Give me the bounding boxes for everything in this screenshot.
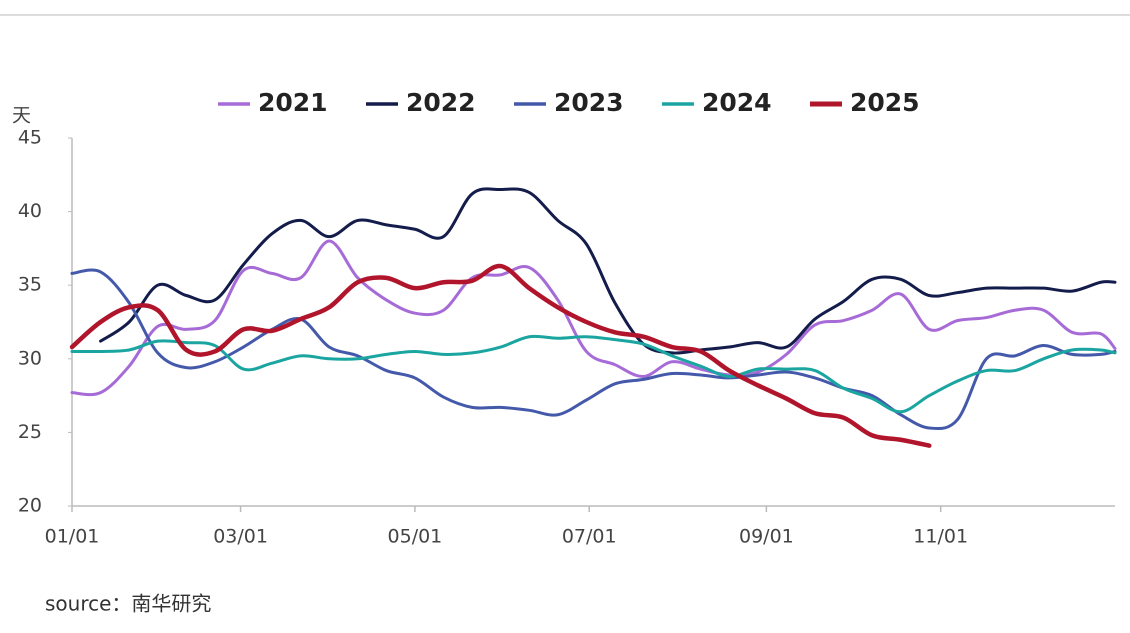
- legend-label: 2023: [554, 88, 624, 117]
- x-tick-label: 09/01: [739, 526, 794, 548]
- series-line: [70, 239, 1117, 397]
- x-tick-label: 01/01: [45, 526, 100, 548]
- source: source：南华研究: [45, 592, 211, 616]
- x-tick-label: 05/01: [388, 526, 443, 548]
- y-tick-label: 30: [18, 347, 42, 369]
- y-tick-label: 35: [18, 274, 42, 296]
- y-tick-label: 40: [18, 200, 42, 222]
- legend-label: 2021: [258, 88, 328, 117]
- x-tick-label: 03/01: [213, 526, 268, 548]
- series-line: [99, 187, 1117, 355]
- series-line: [70, 268, 1117, 431]
- legend-label: 2025: [850, 88, 920, 117]
- y-tick-label: 25: [18, 421, 42, 443]
- legend-label: 2022: [406, 88, 476, 117]
- series-line: [69, 263, 932, 448]
- x-tick-label: 07/01: [562, 526, 617, 548]
- y-axis-label: 天: [12, 105, 31, 127]
- legend-label: 2024: [702, 88, 772, 117]
- y-tick-label: 20: [18, 495, 42, 517]
- y-tick-label: 45: [18, 127, 42, 149]
- x-tick-label: 11/01: [913, 526, 968, 548]
- series-line: [70, 334, 1117, 414]
